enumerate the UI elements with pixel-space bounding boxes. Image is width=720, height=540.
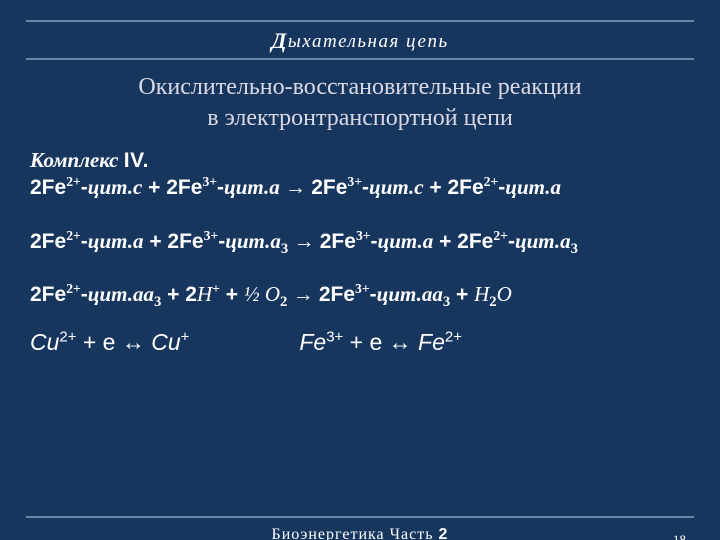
sup: 2+ (66, 281, 81, 296)
plus: + (143, 230, 167, 253)
fe3: 2Fe (320, 230, 356, 253)
sup: 2+ (445, 329, 462, 346)
header-rest: ыхательная цепь (288, 31, 449, 52)
arrow: → (288, 229, 320, 253)
cyt-a2: цит.а (378, 229, 434, 253)
cyt-aa3: цит.аа (88, 282, 154, 306)
sub2b: 2 (489, 294, 496, 310)
cyt-a: цит.а (224, 175, 280, 199)
header-rule-bottom (26, 58, 694, 60)
cu2: Cu (30, 329, 59, 355)
complex-label: Комплекс IV. (30, 148, 690, 173)
H2: Н (474, 282, 489, 306)
fe4: 2Fe (457, 230, 493, 253)
header-cap: Д (271, 28, 288, 53)
dash: - (81, 176, 88, 199)
cyt-a3: цит.а (225, 229, 281, 253)
cyt-aa3b: цит.аа (377, 282, 443, 306)
complex-roman: IV. (124, 149, 149, 172)
reaction-2: 2Fe2+-цит.а + 2Fe3+-цит.а3 → 2Fe3+-цит.а… (30, 227, 690, 256)
fe2: Fe (412, 329, 445, 355)
O: О (265, 282, 280, 306)
fe2: 2Fe (166, 176, 202, 199)
reaction-3: 2Fe2+-цит.аа3 + 2Н+ + ½ О2 → 2Fe3+-цит.а… (30, 280, 690, 309)
plus: + (161, 283, 185, 306)
sup: 2+ (66, 228, 81, 243)
fe-equilibrium: Fe3+ + е ↔ Fe2+ (299, 329, 462, 356)
sup: 2+ (493, 228, 508, 243)
plus: + (424, 176, 448, 199)
footer-rule (26, 516, 694, 518)
sup: 3+ (204, 228, 219, 243)
equilibria-row: Cu2+ + е ↔ Cu+ Fe3+ + е ↔ Fe2+ (30, 329, 690, 356)
arrow: → (280, 175, 312, 199)
fe2: 2Fe (167, 230, 203, 253)
page-number: 18 (673, 532, 686, 540)
cyt-c: цит.с (88, 175, 143, 199)
H: Н (197, 282, 212, 306)
sup: 3+ (326, 329, 343, 346)
sub3: 3 (571, 241, 578, 257)
darr: ↔ (389, 329, 412, 355)
header-title: Дыхательная цепь (26, 22, 694, 58)
dash: - (362, 176, 369, 199)
sup: 3+ (202, 174, 217, 189)
darr: ↔ (122, 329, 145, 355)
cu-equilibrium: Cu2+ + е ↔ Cu+ (30, 329, 189, 356)
fe1: 2Fe (30, 176, 66, 199)
slide: Дыхательная цепь Окислительно-восстанови… (0, 20, 720, 540)
plus: + (142, 176, 166, 199)
dash: - (217, 176, 224, 199)
complex-text: Комплекс (30, 148, 124, 172)
O2: О (497, 282, 512, 306)
sup: 3+ (347, 174, 362, 189)
pe: + е (343, 329, 388, 355)
supp: + (212, 281, 220, 296)
dash: - (370, 283, 377, 306)
fe1: 2Fe (30, 230, 66, 253)
cyt-c2: цит.с (369, 175, 424, 199)
reaction-1: 2Fe2+-цит.с + 2Fe3+-цит.а → 2Fe3+-цит.с … (30, 173, 690, 202)
footer-part-num: 2 (439, 526, 449, 540)
subtitle-line-1: Окислительно-восстановительные реакции (26, 72, 694, 103)
sup: 3+ (356, 228, 371, 243)
dash: - (508, 230, 515, 253)
dash: - (81, 230, 88, 253)
subtitle-line-2: в электронтранспортной цепи (26, 103, 694, 134)
half: ½ (244, 282, 265, 306)
sup: 2+ (484, 174, 499, 189)
fe1: 2Fe (30, 283, 66, 306)
cyt-a2: цит.а (505, 175, 561, 199)
content: Комплекс IV. 2Fe2+-цит.с + 2Fe3+-цит.а →… (26, 148, 694, 356)
fe3: Fe (299, 329, 326, 355)
footer-text: Биоэнергетика Часть 2 (0, 526, 720, 540)
dash: - (371, 230, 378, 253)
cyt-a: цит.а (88, 229, 144, 253)
dash: - (81, 283, 88, 306)
footer-label: Биоэнергетика Часть (272, 526, 439, 540)
plus: + (220, 283, 244, 306)
cu1: Cu (145, 329, 181, 355)
plus: + (450, 283, 474, 306)
cyt-a3b: цит.а (515, 229, 571, 253)
fe3: 2Fe (319, 283, 355, 306)
plus: + (433, 230, 457, 253)
sup: 2+ (59, 329, 76, 346)
two: 2 (185, 283, 197, 306)
sup: 3+ (355, 281, 370, 296)
pe: + е (76, 329, 121, 355)
fe3: 2Fe (311, 176, 347, 199)
sup: 2+ (66, 174, 81, 189)
arrow: → (287, 282, 319, 306)
subtitle: Окислительно-восстановительные реакции в… (26, 72, 694, 134)
fe4: 2Fe (447, 176, 483, 199)
sup: + (181, 329, 190, 346)
